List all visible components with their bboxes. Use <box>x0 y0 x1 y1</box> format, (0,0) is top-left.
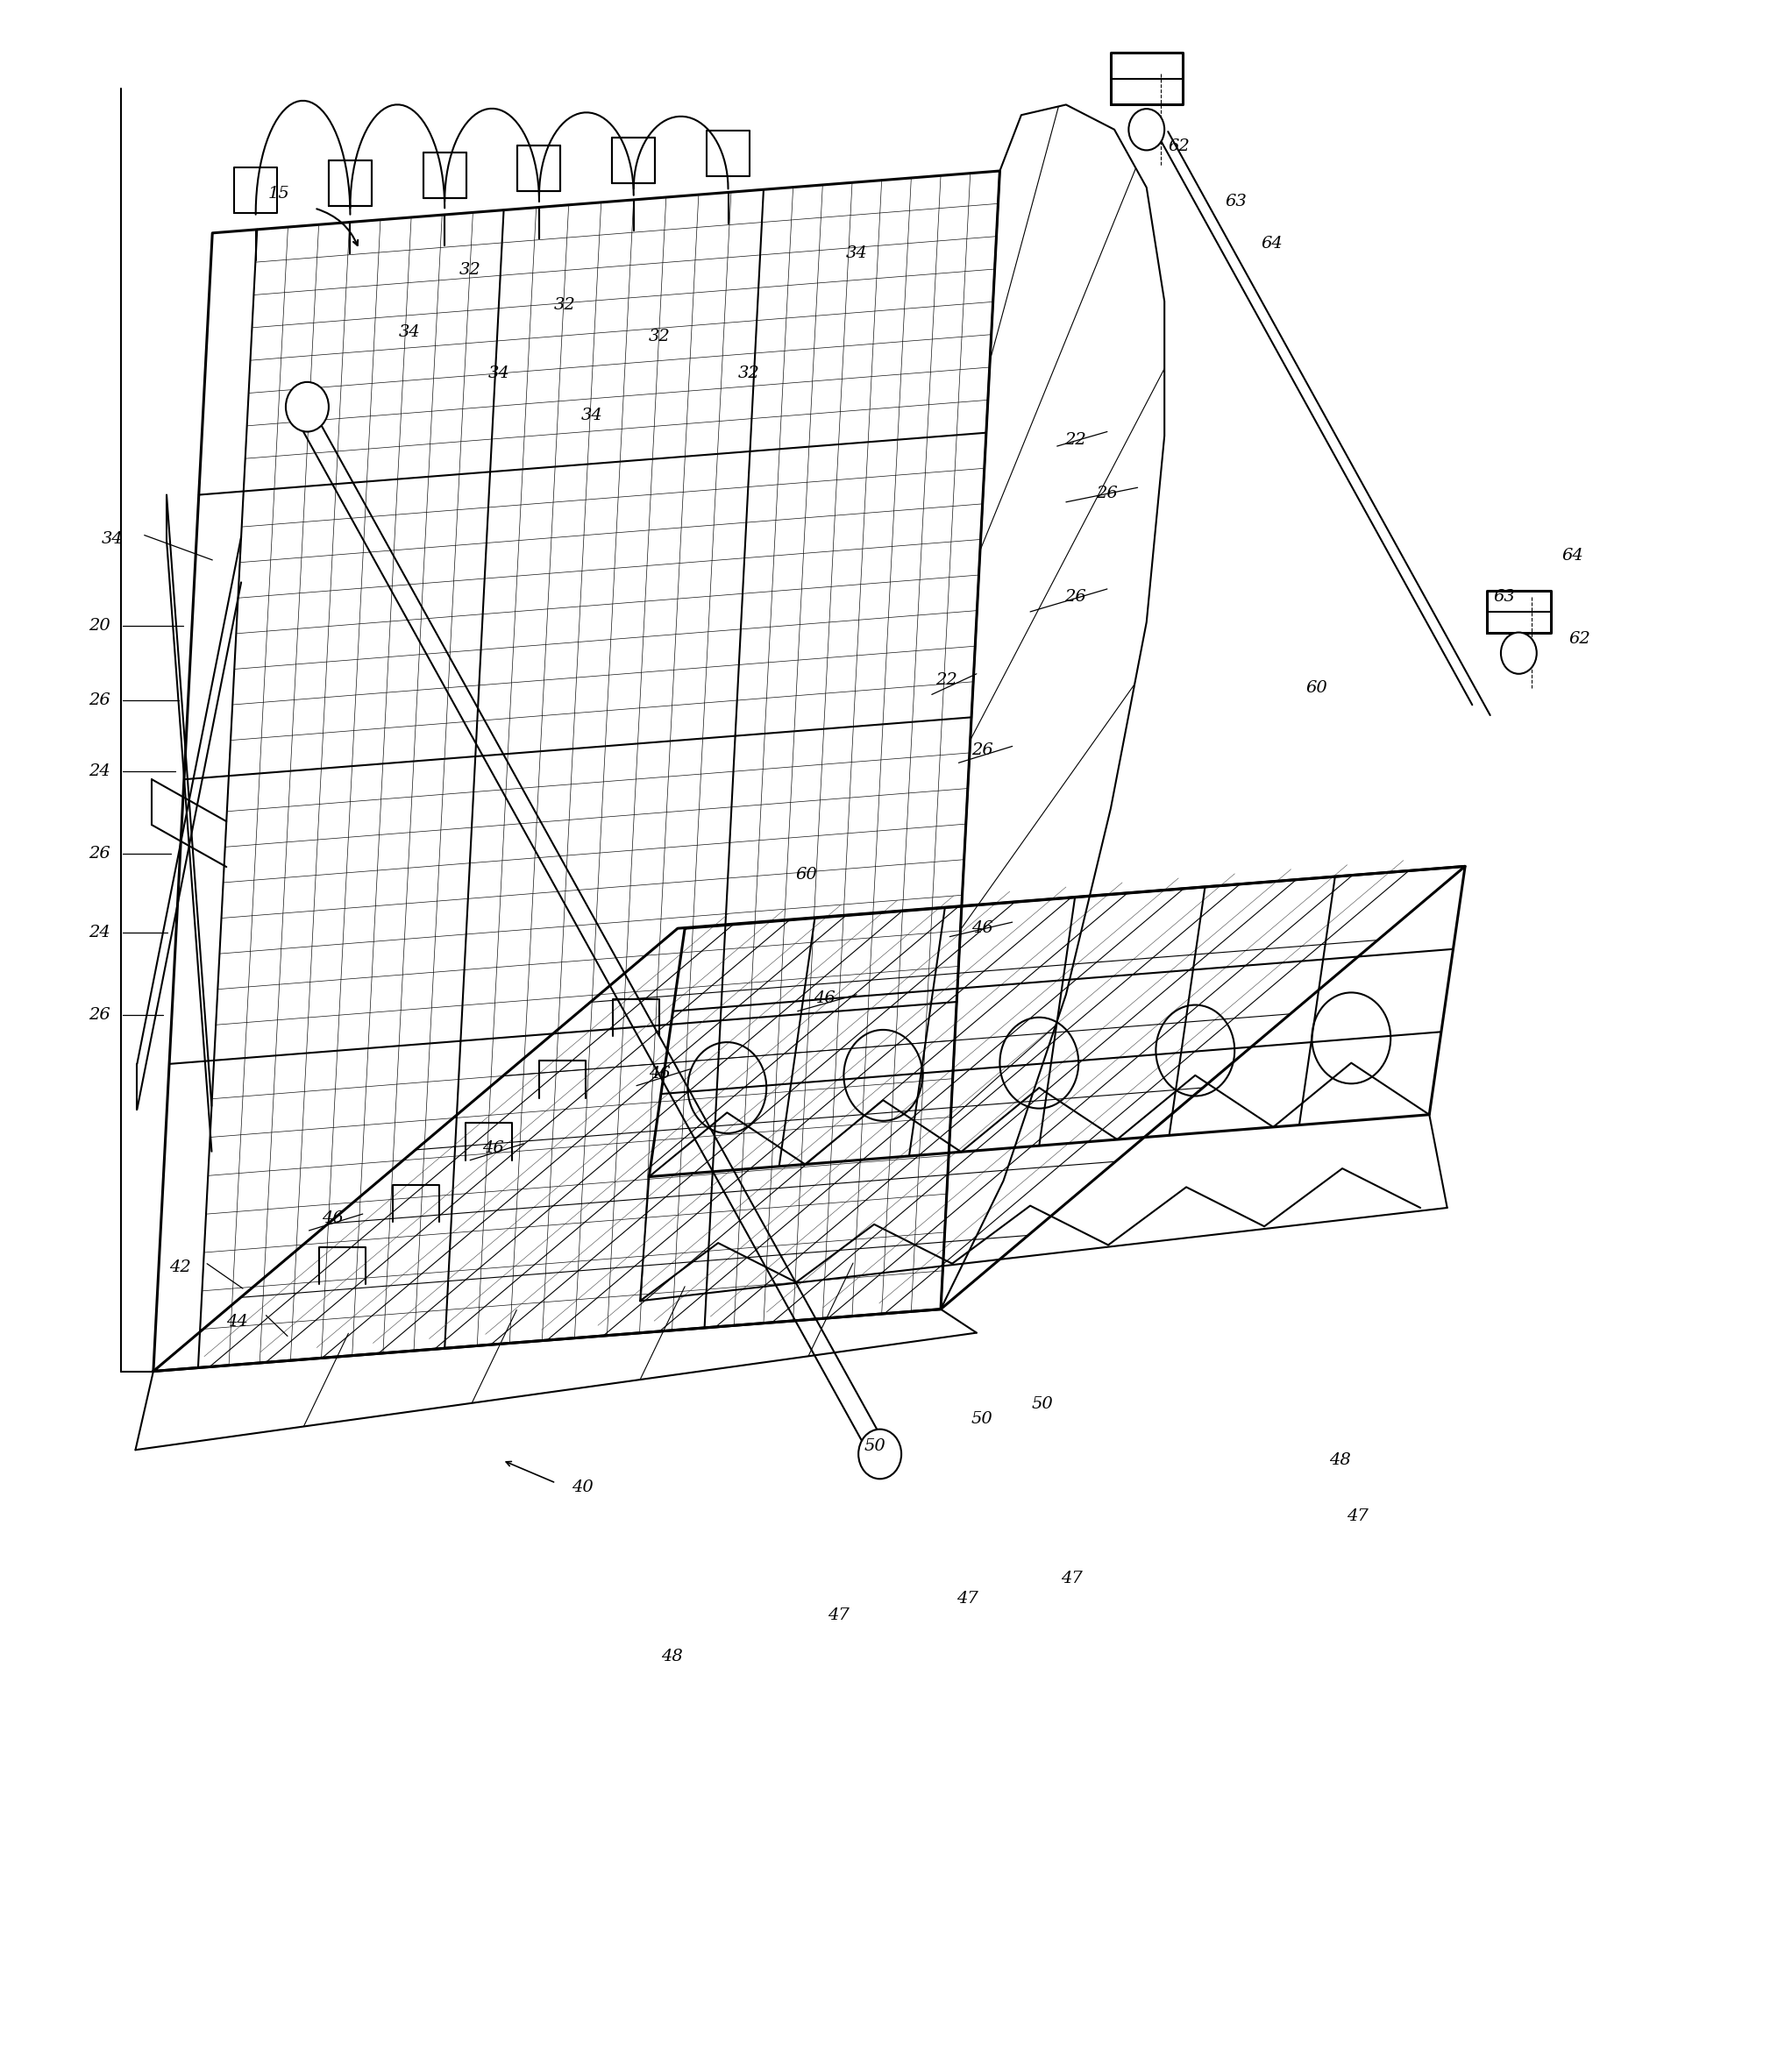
Text: 32: 32 <box>554 298 575 313</box>
Text: 63: 63 <box>1493 588 1516 605</box>
Text: 22: 22 <box>935 671 957 688</box>
Circle shape <box>1502 632 1538 673</box>
Text: 26: 26 <box>90 692 111 709</box>
Text: 22: 22 <box>1064 433 1086 448</box>
Text: 50: 50 <box>1032 1397 1054 1413</box>
Text: 34: 34 <box>102 530 124 547</box>
Text: 60: 60 <box>1306 680 1328 696</box>
Text: 26: 26 <box>1064 588 1086 605</box>
Circle shape <box>858 1430 901 1479</box>
Text: 26: 26 <box>90 1007 111 1024</box>
Text: 34: 34 <box>846 247 867 261</box>
Text: 48: 48 <box>1330 1452 1351 1469</box>
Text: 47: 47 <box>957 1591 978 1606</box>
Text: 47: 47 <box>1061 1571 1082 1585</box>
Text: 40: 40 <box>572 1479 593 1496</box>
Circle shape <box>1129 110 1165 151</box>
Text: 24: 24 <box>90 924 111 941</box>
Text: 46: 46 <box>321 1210 342 1227</box>
Text: 50: 50 <box>971 1411 993 1428</box>
Text: 26: 26 <box>971 742 993 758</box>
Text: 64: 64 <box>1561 547 1584 564</box>
Text: 47: 47 <box>828 1608 849 1622</box>
Text: 46: 46 <box>971 920 993 937</box>
Text: 24: 24 <box>90 762 111 779</box>
Text: 26: 26 <box>90 845 111 862</box>
Text: 44: 44 <box>226 1314 249 1330</box>
Text: 32: 32 <box>738 367 760 381</box>
Text: 34: 34 <box>398 325 419 340</box>
Text: 47: 47 <box>1348 1508 1369 1525</box>
Text: 20: 20 <box>90 617 111 634</box>
Text: 50: 50 <box>864 1438 885 1455</box>
Text: 42: 42 <box>168 1260 192 1276</box>
Text: 26: 26 <box>1097 487 1118 501</box>
Text: 32: 32 <box>649 329 670 344</box>
Circle shape <box>285 381 328 431</box>
Text: 46: 46 <box>482 1140 504 1156</box>
Text: 60: 60 <box>796 866 817 883</box>
Text: 64: 64 <box>1262 236 1283 251</box>
Text: 46: 46 <box>814 990 835 1007</box>
Text: 34: 34 <box>581 408 602 423</box>
Text: 32: 32 <box>459 263 480 278</box>
Text: 46: 46 <box>649 1065 670 1082</box>
Text: 62: 62 <box>1168 139 1190 153</box>
Text: 15: 15 <box>267 186 290 201</box>
Text: 48: 48 <box>661 1649 683 1664</box>
Text: 63: 63 <box>1226 195 1247 209</box>
Text: 34: 34 <box>487 367 509 381</box>
Text: 62: 62 <box>1568 630 1591 646</box>
